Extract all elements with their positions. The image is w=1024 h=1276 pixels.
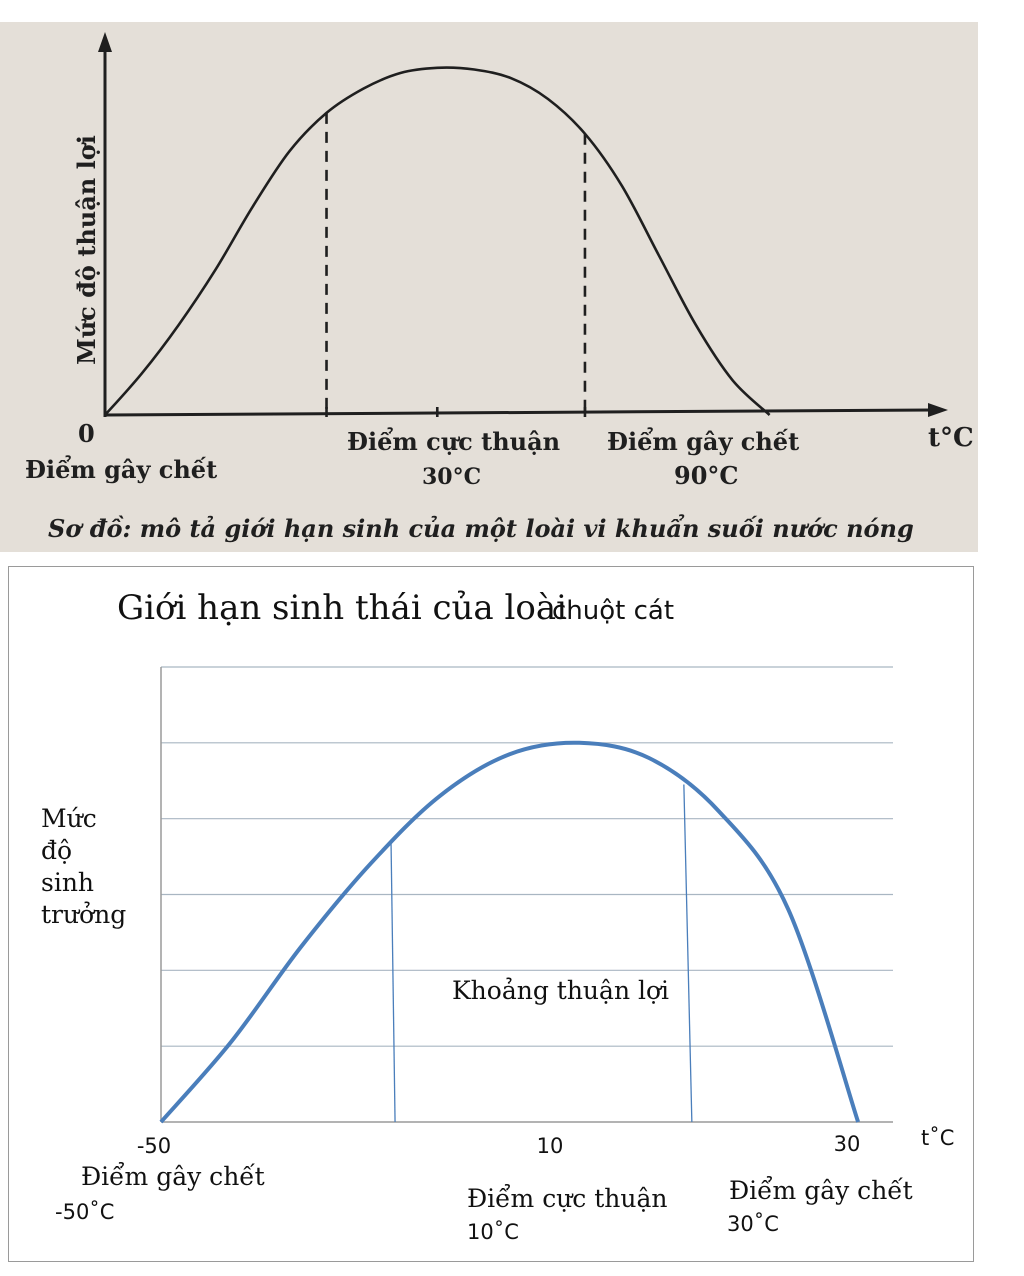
chart1-series-line: [104, 66, 771, 416]
chart2-region-label: Khoảng thuận lợi: [452, 976, 669, 1005]
chart1-annotation-lethal-low-label: Điểm gây chết: [25, 455, 217, 484]
chart1-caption: Sơ đồ: mô tả giới hạn sinh của một loài …: [48, 514, 914, 543]
chart2-annotation-lethal-low-value: -50˚C: [55, 1200, 114, 1224]
chart2-tick-label-3: 30: [834, 1132, 861, 1156]
bacteria-chart: Mức độ thuận lợi 0 t°C Điểm gây chết Điể…: [25, 32, 974, 543]
chart2-y-axis-label-line-2: độ: [41, 836, 72, 865]
chart2-annotation-lethal-low-label: Điểm gây chết: [81, 1162, 265, 1191]
hot-spring-bacteria-panel: Mức độ thuận lợi 0 t°C Điểm gây chết Điể…: [0, 22, 978, 552]
chart1-y-arrow: [98, 32, 112, 52]
chart2-y-axis-label-line-1: Mức: [41, 804, 97, 833]
chart1-axes: [98, 32, 948, 417]
chart1-annotation-lethal-high-label: Điểm gây chết: [607, 427, 799, 456]
chart2-range-line-2: [683, 784, 693, 1123]
chart1-dashed-lines: [325, 112, 587, 415]
chart2-annotation-optimum-label: Điểm cực thuận: [467, 1184, 668, 1213]
chart1-y-axis-label: Mức độ thuận lợi: [72, 135, 101, 365]
chart2-favorable-range-lines: [390, 784, 693, 1123]
chart1-annotation-lethal-high-value: 90°C: [674, 461, 739, 490]
gerbil-chart: Giới hạn sinh thái của loài chuột cát Mứ…: [41, 588, 954, 1244]
chart2-annotation-lethal-high-label: Điểm gây chết: [729, 1176, 913, 1205]
chart1-origin-label: 0: [78, 419, 95, 448]
gerbil-ecological-limit-panel: Giới hạn sinh thái của loài chuột cát Mứ…: [8, 566, 974, 1262]
chart1-annotation-optimum-value: 30°C: [422, 464, 481, 490]
chart2-y-axis-label-line-4: trưởng: [41, 900, 126, 929]
chart2-x-axis-label: t˚C: [921, 1126, 954, 1150]
chart2-annotation-optimum-value: 10˚C: [467, 1220, 519, 1244]
chart1-x-axis-label: t°C: [928, 423, 974, 453]
chart2-y-axis-label-line-3: sinh: [41, 868, 94, 897]
chart1-tick-marks: [325, 407, 587, 417]
chart1-x-arrow: [928, 403, 948, 417]
chart2-tick-label-2: 10: [537, 1134, 564, 1158]
chart2-range-line-1: [390, 843, 396, 1123]
chart2-annotation-lethal-high-value: 30˚C: [727, 1212, 779, 1236]
chart2-title-suffix: chuột cát: [552, 596, 674, 626]
chart1-x-axis: [104, 408, 933, 417]
chart1-annotation-optimum-label: Điểm cực thuận: [347, 427, 560, 456]
chart2-title: Giới hạn sinh thái của loài: [117, 588, 567, 628]
chart2-series-line: [159, 740, 861, 1124]
chart2-tick-label-1: -50: [137, 1134, 171, 1158]
